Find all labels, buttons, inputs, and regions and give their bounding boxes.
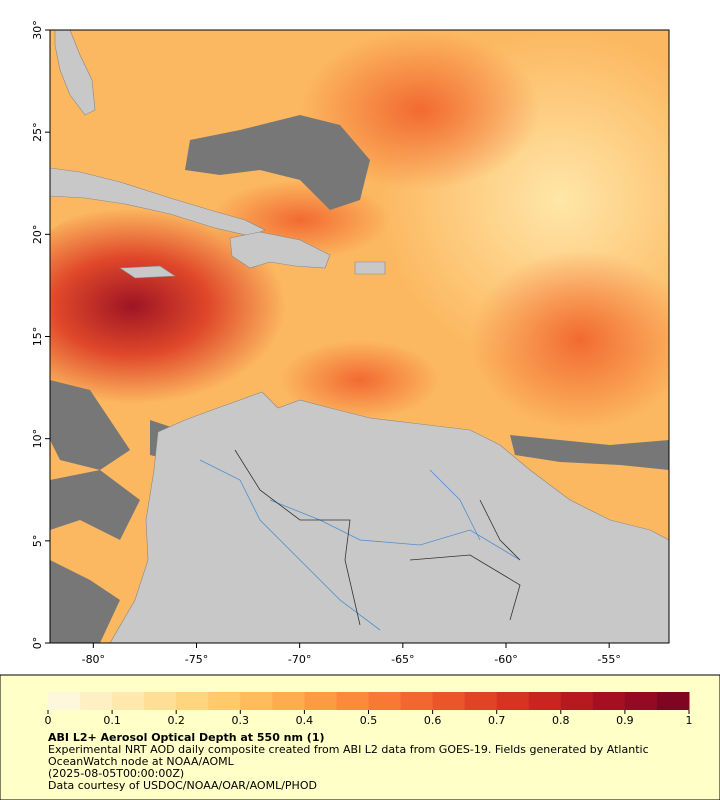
colorbar-tick-label: 0.4 (296, 714, 314, 727)
colorbar-swatch (48, 692, 81, 710)
y-tick-label: 30° (31, 20, 44, 40)
map-area (50, 30, 669, 643)
aod-mid (280, 340, 440, 420)
y-tick-label: 0° (31, 637, 44, 650)
rivers (199, 459, 521, 631)
x-tick-label: -65° (391, 653, 414, 666)
colorbar-swatch (496, 692, 530, 710)
aod-mid (470, 250, 669, 430)
colorbar-tick-label: 0.5 (360, 714, 378, 727)
x-tick-label: -80° (82, 653, 105, 666)
colorbar-tick-label: 0.1 (103, 714, 121, 727)
y-tick-label: 25° (31, 122, 44, 142)
colorbar-swatch (176, 692, 209, 710)
colorbar-tick-label: 0.3 (232, 714, 250, 727)
colorbar-swatch (528, 692, 562, 710)
x-tick-label: -75° (185, 653, 208, 666)
x-tick-label: -55° (597, 653, 620, 666)
x-tick-label: -60° (494, 653, 517, 666)
colorbar-swatch (304, 692, 337, 710)
colorbar-swatch (560, 692, 594, 710)
colorbar-swatch (400, 692, 434, 710)
colorbar-swatch (432, 692, 466, 710)
caption-line: Data courtesy of USDOC/NOAA/OAR/AOML/PHO… (48, 779, 317, 792)
colorbar-tick-label: 0.9 (616, 714, 634, 727)
colorbar-tick-label: 1 (686, 714, 693, 727)
colorbar-tick-label: 0.7 (488, 714, 506, 727)
borders (234, 449, 521, 626)
colorbar-swatch (80, 692, 113, 710)
y-tick-label: 10° (31, 429, 44, 449)
clouds (50, 115, 669, 643)
caption-line: OceanWatch node at NOAA/AOML (48, 755, 235, 768)
colorbar-swatch (144, 692, 177, 710)
colorbar-swatch (624, 692, 658, 710)
colorbar-tick-label: 0.2 (167, 714, 185, 727)
y-tick-label: 15° (31, 327, 44, 347)
colorbar-swatch (592, 692, 626, 710)
caption-title: ABI L2+ Aerosol Optical Depth at 550 nm … (48, 731, 325, 744)
colorbar-swatch (368, 692, 402, 710)
colorbar-swatch (464, 692, 498, 710)
land (50, 30, 669, 643)
caption-line: Experimental NRT AOD daily composite cre… (48, 743, 649, 756)
colorbar-swatch (656, 692, 690, 710)
colorbar-swatch (240, 692, 273, 710)
colorbar-swatch (272, 692, 305, 710)
colorbar-swatch (112, 692, 145, 710)
colorbar-swatch (336, 692, 369, 710)
colorbar-swatch (208, 692, 241, 710)
colorbar-tick-label: 0.8 (552, 714, 570, 727)
colorbar-tick-label: 0 (45, 714, 52, 727)
y-tick-label: 5° (31, 535, 44, 548)
y-tick-label: 20° (31, 225, 44, 245)
caption-line: (2025-08-05T00:00:00Z) (48, 767, 184, 780)
x-tick-label: -70° (288, 653, 311, 666)
colorbar-tick-label: 0.6 (424, 714, 442, 727)
